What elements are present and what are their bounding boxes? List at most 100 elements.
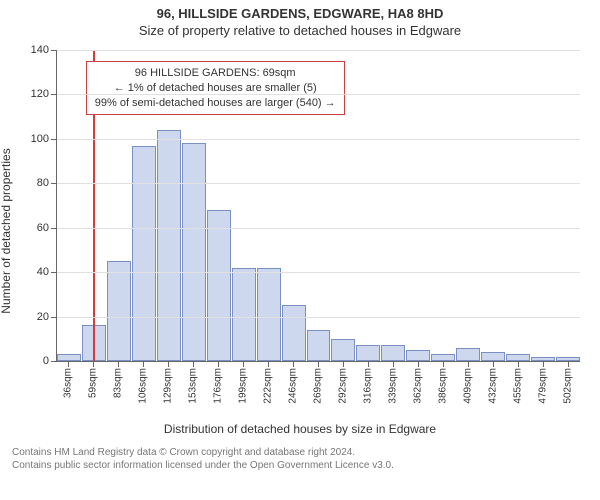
histogram-bar bbox=[107, 261, 131, 361]
histogram-bar bbox=[556, 357, 580, 361]
x-tick-slot: 59sqm bbox=[81, 362, 106, 420]
x-tick-label: 409sqm bbox=[462, 368, 473, 404]
x-tick-slot: 292sqm bbox=[330, 362, 355, 420]
y-tick-label: 60 bbox=[19, 222, 49, 234]
x-tick bbox=[293, 362, 294, 367]
y-tick-label: 80 bbox=[19, 177, 49, 189]
x-tick bbox=[118, 362, 119, 367]
y-tick bbox=[51, 139, 57, 140]
histogram-bar bbox=[307, 330, 331, 361]
x-tick-label: 269sqm bbox=[313, 368, 324, 404]
bar-slot bbox=[431, 50, 456, 361]
x-tick bbox=[493, 362, 494, 367]
page-subtitle: Size of property relative to detached ho… bbox=[0, 23, 600, 38]
gridline bbox=[57, 272, 580, 273]
x-tick bbox=[568, 362, 569, 367]
x-tick-label: 59sqm bbox=[88, 368, 99, 398]
x-tick-label: 129sqm bbox=[163, 368, 174, 404]
y-tick-label: 0 bbox=[19, 355, 49, 367]
y-tick-label: 100 bbox=[19, 133, 49, 145]
x-tick bbox=[318, 362, 319, 367]
y-tick bbox=[51, 228, 57, 229]
bar-slot bbox=[480, 50, 505, 361]
x-tick-slot: 386sqm bbox=[430, 362, 455, 420]
x-tick bbox=[193, 362, 194, 367]
y-tick bbox=[51, 317, 57, 318]
histogram-bar bbox=[481, 352, 505, 361]
histogram-chart: Number of detached properties 96 HILLSID… bbox=[10, 42, 590, 420]
y-tick bbox=[51, 272, 57, 273]
bar-slot bbox=[356, 50, 381, 361]
x-tick bbox=[68, 362, 69, 367]
histogram-bar bbox=[381, 345, 405, 361]
y-tick-label: 20 bbox=[19, 311, 49, 323]
y-axis-label: Number of detached properties bbox=[0, 148, 13, 313]
x-tick-label: 222sqm bbox=[263, 368, 274, 404]
x-tick-slot: 83sqm bbox=[106, 362, 131, 420]
x-tick bbox=[543, 362, 544, 367]
x-tick bbox=[168, 362, 169, 367]
footer-line-2: Contains public sector information licen… bbox=[12, 459, 588, 472]
x-tick-slot: 36sqm bbox=[56, 362, 81, 420]
histogram-bar bbox=[182, 143, 206, 361]
x-tick-label: 432sqm bbox=[487, 368, 498, 404]
x-tick bbox=[93, 362, 94, 367]
annotation-line-1: 96 HILLSIDE GARDENS: 69sqm bbox=[95, 66, 336, 81]
attribution-footer: Contains HM Land Registry data © Crown c… bbox=[12, 446, 588, 472]
x-tick bbox=[518, 362, 519, 367]
y-tick bbox=[51, 50, 57, 51]
x-tick-slot: 199sqm bbox=[231, 362, 256, 420]
x-tick bbox=[243, 362, 244, 367]
x-tick-label: 36sqm bbox=[63, 368, 74, 398]
x-tick-slot: 222sqm bbox=[256, 362, 281, 420]
histogram-bar bbox=[257, 268, 281, 361]
x-ticks-container: 36sqm 59sqm 83sqm 106sqm 129sqm 153sqm 176sqm 1… bbox=[56, 362, 580, 420]
x-tick-slot: 106sqm bbox=[131, 362, 156, 420]
histogram-bar bbox=[207, 210, 231, 361]
histogram-bar bbox=[506, 354, 530, 361]
histogram-bar bbox=[157, 130, 181, 361]
y-tick bbox=[51, 94, 57, 95]
x-tick-label: 479sqm bbox=[537, 368, 548, 404]
x-tick bbox=[418, 362, 419, 367]
plot-area: 96 HILLSIDE GARDENS: 69sqm ← 1% of detac… bbox=[56, 50, 580, 362]
gridline bbox=[57, 317, 580, 318]
annotation-line-2: ← 1% of detached houses are smaller (5) bbox=[95, 81, 336, 96]
histogram-bar bbox=[232, 268, 256, 361]
x-tick-label: 316sqm bbox=[362, 368, 373, 404]
x-tick-label: 176sqm bbox=[213, 368, 224, 404]
x-tick-slot: 176sqm bbox=[206, 362, 231, 420]
x-tick-slot: 153sqm bbox=[181, 362, 206, 420]
x-tick-slot: 316sqm bbox=[355, 362, 380, 420]
x-tick-slot: 246sqm bbox=[281, 362, 306, 420]
y-tick-label: 40 bbox=[19, 266, 49, 278]
histogram-bar bbox=[531, 357, 555, 361]
x-tick bbox=[268, 362, 269, 367]
bar-slot bbox=[57, 50, 82, 361]
annotation-box: 96 HILLSIDE GARDENS: 69sqm ← 1% of detac… bbox=[86, 61, 345, 116]
histogram-bar bbox=[331, 339, 355, 361]
x-tick bbox=[143, 362, 144, 367]
x-tick-label: 339sqm bbox=[387, 368, 398, 404]
x-tick-slot: 455sqm bbox=[505, 362, 530, 420]
title-block: 96, HILLSIDE GARDENS, EDGWARE, HA8 8HD S… bbox=[0, 0, 600, 38]
x-tick-slot: 129sqm bbox=[156, 362, 181, 420]
x-tick bbox=[393, 362, 394, 367]
x-tick-label: 106sqm bbox=[138, 368, 149, 404]
histogram-bar bbox=[356, 345, 380, 361]
histogram-bar bbox=[57, 354, 81, 361]
y-tick bbox=[51, 183, 57, 184]
bar-slot bbox=[456, 50, 481, 361]
x-tick bbox=[368, 362, 369, 367]
bar-slot bbox=[381, 50, 406, 361]
x-tick bbox=[218, 362, 219, 367]
footer-line-1: Contains HM Land Registry data © Crown c… bbox=[12, 446, 588, 459]
x-tick bbox=[443, 362, 444, 367]
x-tick-label: 153sqm bbox=[188, 368, 199, 404]
y-tick-label: 140 bbox=[19, 44, 49, 56]
bar-slot bbox=[406, 50, 431, 361]
x-tick-slot: 339sqm bbox=[380, 362, 405, 420]
x-tick-label: 246sqm bbox=[288, 368, 299, 404]
x-tick-label: 502sqm bbox=[562, 368, 573, 404]
x-tick-slot: 432sqm bbox=[480, 362, 505, 420]
